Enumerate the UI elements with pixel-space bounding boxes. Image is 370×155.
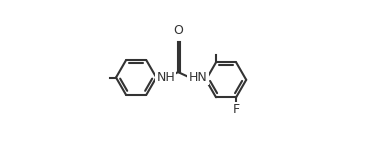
Text: HN: HN <box>188 71 207 84</box>
Text: NH: NH <box>156 71 175 84</box>
Text: F: F <box>233 103 240 116</box>
Text: O: O <box>173 24 183 38</box>
